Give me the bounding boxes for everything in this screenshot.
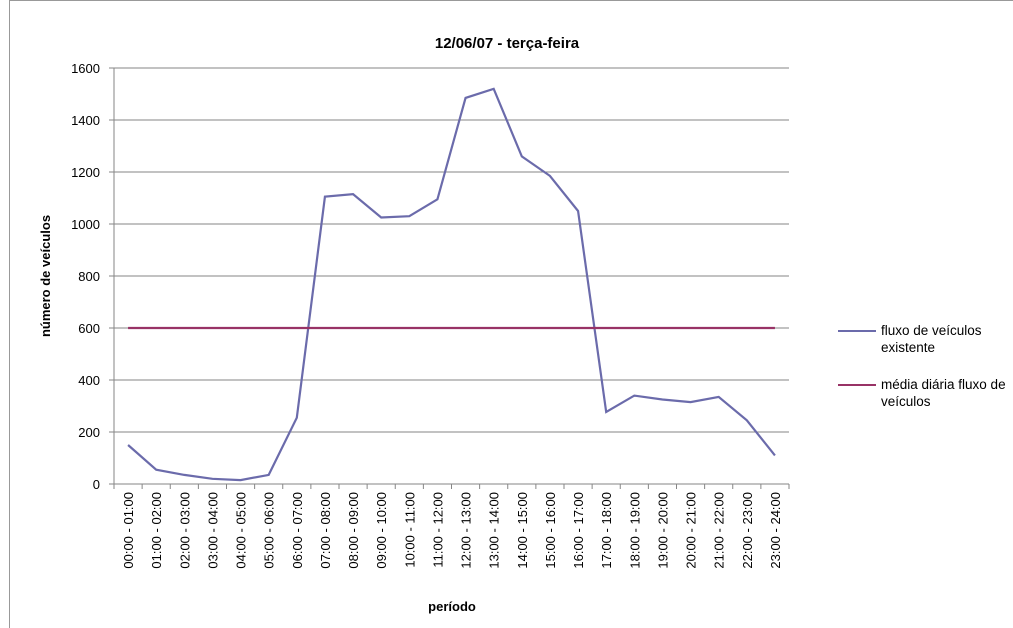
legend-swatch — [838, 330, 876, 332]
x-tick-label: 13:00 - 14:00 — [487, 492, 502, 569]
y-tick-label: 600 — [78, 321, 100, 336]
legend-swatch — [838, 384, 876, 386]
legend-label: fluxo de veículos existente — [881, 323, 982, 355]
x-tick-label: 18:00 - 19:00 — [627, 492, 642, 569]
x-tick-label: 10:00 - 11:00 — [402, 492, 417, 568]
x-tick-label: 19:00 - 20:00 — [655, 492, 670, 569]
chart-title: 12/06/07 - terça-feira — [435, 35, 580, 52]
x-tick-label: 05:00 - 06:00 — [262, 492, 277, 569]
series-line — [127, 87, 776, 482]
y-tick-label: 800 — [78, 269, 100, 284]
x-tick-label: 07:00 - 08:00 — [318, 492, 333, 569]
x-tick-label: 20:00 - 21:00 — [684, 492, 699, 569]
x-tick-label: 15:00 - 16:00 — [543, 492, 558, 569]
x-tick-label: 09:00 - 10:00 — [374, 492, 389, 569]
x-tick-label: 17:00 - 18:00 — [599, 492, 614, 569]
chart-border — [9, 0, 1013, 628]
x-tick-label: 02:00 - 03:00 — [177, 492, 192, 569]
x-tick-label: 11:00 - 12:00 — [430, 492, 445, 568]
x-tick-label: 12:00 - 13:00 — [459, 492, 474, 569]
x-tick-label: 14:00 - 15:00 — [515, 492, 530, 569]
y-tick-label: 200 — [78, 425, 100, 440]
y-tick-label: 1000 — [71, 217, 100, 232]
legend-label: média diária fluxo de veículos — [881, 377, 1006, 409]
y-tick-label: 1600 — [71, 61, 100, 76]
y-tick-label: 400 — [78, 373, 100, 388]
x-tick-label: 04:00 - 05:00 — [234, 492, 249, 569]
x-tick-label: 16:00 - 17:00 — [571, 492, 586, 569]
x-tick-label: 08:00 - 09:00 — [346, 492, 361, 569]
y-tick-label: 1200 — [71, 165, 100, 180]
x-tick-label: 00:00 - 01:00 — [121, 492, 136, 569]
x-tick-label: 23:00 - 24:00 — [768, 492, 783, 569]
y-tick-label: 0 — [93, 477, 100, 492]
x-tick-label: 22:00 - 23:00 — [740, 492, 755, 569]
x-tick-label: 06:00 - 07:00 — [290, 492, 305, 569]
y-axis-title: número de veículos — [38, 215, 53, 337]
x-tick-label: 21:00 - 22:00 — [712, 492, 727, 569]
x-axis-title: período — [428, 599, 476, 614]
y-tick-label: 1400 — [71, 113, 100, 128]
x-tick-label: 01:00 - 02:00 — [149, 492, 164, 569]
x-tick-label: 03:00 - 04:00 — [205, 492, 220, 569]
